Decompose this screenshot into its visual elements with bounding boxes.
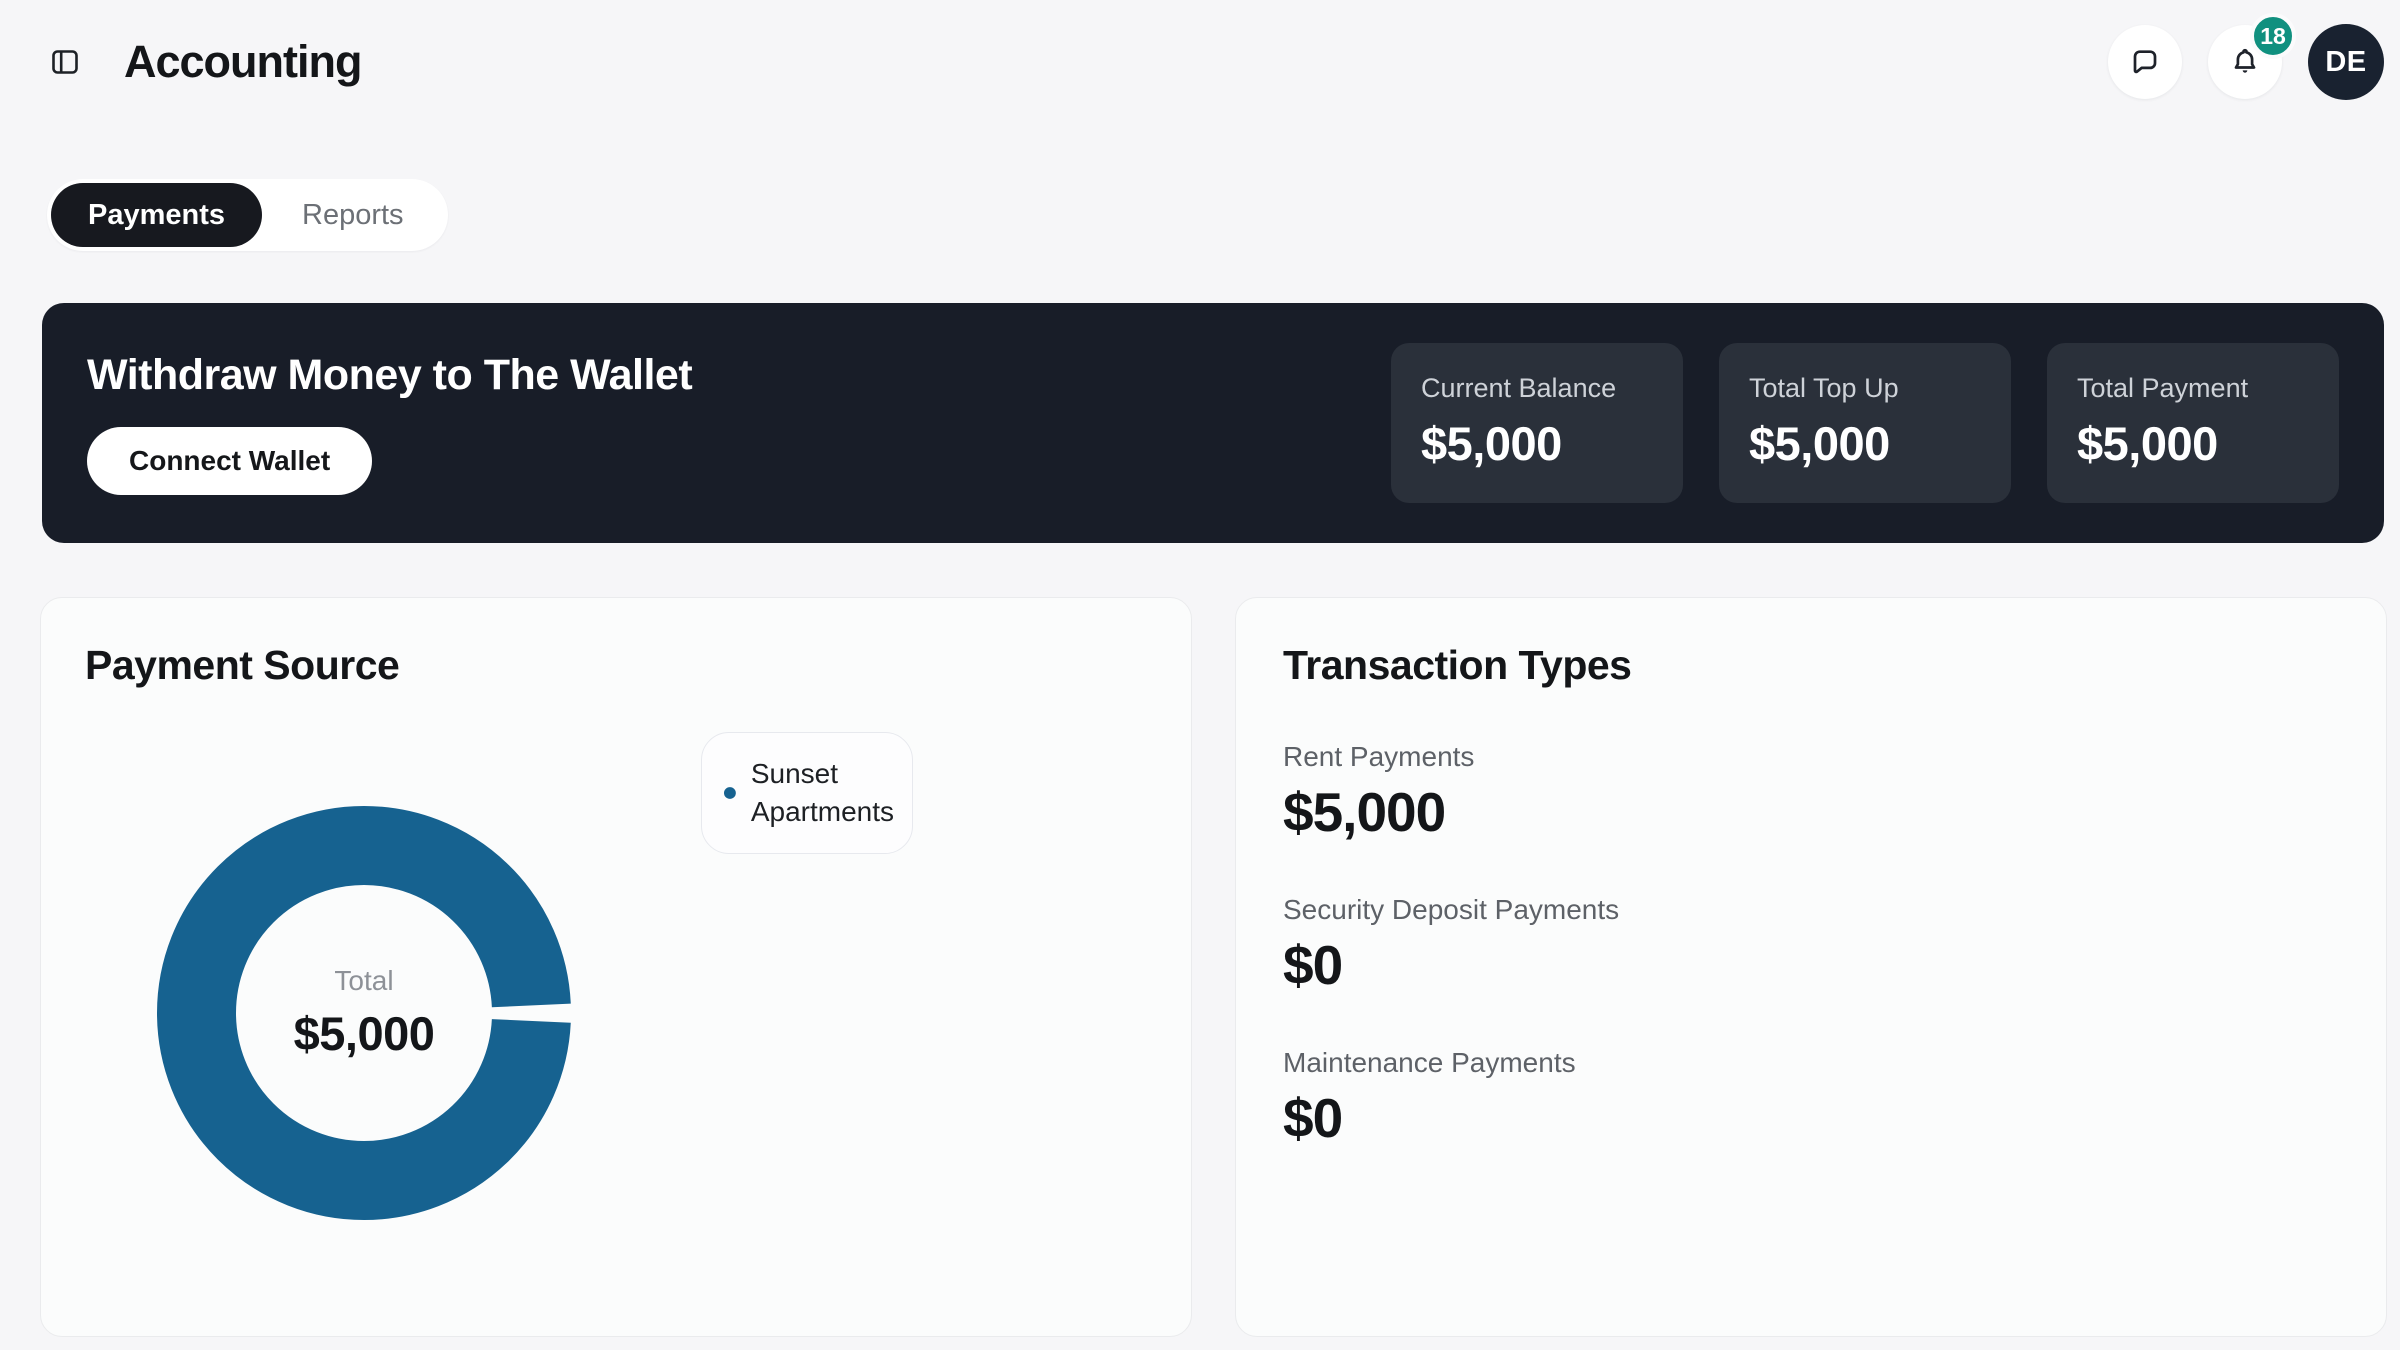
stat-label: Total Payment <box>2077 373 2249 403</box>
tabs: Payments Reports <box>47 179 448 251</box>
transaction-row: Security Deposit Payments $0 <box>1283 893 1619 996</box>
transaction-types-title: Transaction Types <box>1283 642 1632 688</box>
transaction-row: Maintenance Payments $0 <box>1283 1046 1619 1149</box>
banner-stats: Current Balance $5,000 Total Top Up $5,0… <box>1391 343 2339 503</box>
stat-value: $5,000 <box>1749 417 1890 470</box>
transaction-row: Rent Payments $5,000 <box>1283 740 1619 843</box>
transaction-rows: Rent Payments $5,000 Security Deposit Pa… <box>1283 740 1619 1199</box>
stat-label: Total Top Up <box>1749 373 1899 403</box>
transaction-row-label: Security Deposit Payments <box>1283 894 1620 925</box>
topbar: Accounting 18 DE <box>0 0 2400 124</box>
tab-reports[interactable]: Reports <box>262 183 444 247</box>
bell-icon <box>2234 48 2256 73</box>
donut-chart-svg <box>157 806 571 1220</box>
panel-left-icon <box>52 50 78 74</box>
notification-badge: 18 <box>2250 13 2296 59</box>
chat-button[interactable] <box>2108 25 2182 99</box>
stat-card-total-top-up: Total Top Up $5,000 <box>1719 343 2011 503</box>
avatar[interactable]: DE <box>2308 24 2384 100</box>
legend-dot-icon <box>724 787 736 799</box>
topbar-actions: 18 DE <box>2108 13 2384 100</box>
transaction-row-value: $5,000 <box>1283 781 1446 843</box>
wallet-banner: Withdraw Money to The Wallet Connect Wal… <box>42 303 2384 543</box>
transaction-row-label: Rent Payments <box>1283 741 1475 772</box>
banner-title: Withdraw Money to The Wallet <box>87 351 693 399</box>
stat-value: $5,000 <box>2077 417 2218 470</box>
page-title: Accounting <box>124 36 362 87</box>
stat-card-current-balance: Current Balance $5,000 <box>1391 343 1683 503</box>
payment-source-card: Payment Source Sunset Apartments Total $… <box>40 597 1192 1337</box>
tab-payments[interactable]: Payments <box>51 183 263 247</box>
chat-icon <box>2133 50 2157 74</box>
stat-label: Current Balance <box>1421 373 1617 403</box>
stat-value: $5,000 <box>1421 417 1562 470</box>
transaction-row-value: $0 <box>1283 1087 1343 1149</box>
wallet-banner-left: Withdraw Money to The Wallet Connect Wal… <box>87 351 693 495</box>
legend-label: Sunset Apartments <box>750 758 894 827</box>
avatar-initials: DE <box>2325 45 2367 78</box>
chart-legend-item[interactable]: Sunset Apartments <box>701 732 913 854</box>
stat-card-total-payment: Total Payment $5,000 <box>2047 343 2339 503</box>
transaction-types-card: Transaction Types Rent Payments $5,000 S… <box>1235 597 2387 1337</box>
payment-source-title: Payment Source <box>85 642 400 688</box>
donut-segment-sunset-apartments[interactable] <box>157 806 571 1220</box>
transaction-row-value: $0 <box>1283 934 1343 996</box>
sidebar-toggle-button[interactable] <box>50 47 80 77</box>
cards-row: Payment Source Sunset Apartments Total $… <box>40 597 2387 1337</box>
notifications-wrap: 18 <box>2208 13 2296 99</box>
connect-wallet-button[interactable]: Connect Wallet <box>87 427 373 495</box>
transaction-row-label: Maintenance Payments <box>1283 1047 1576 1078</box>
donut-chart[interactable]: Total $5,000 <box>157 806 571 1220</box>
